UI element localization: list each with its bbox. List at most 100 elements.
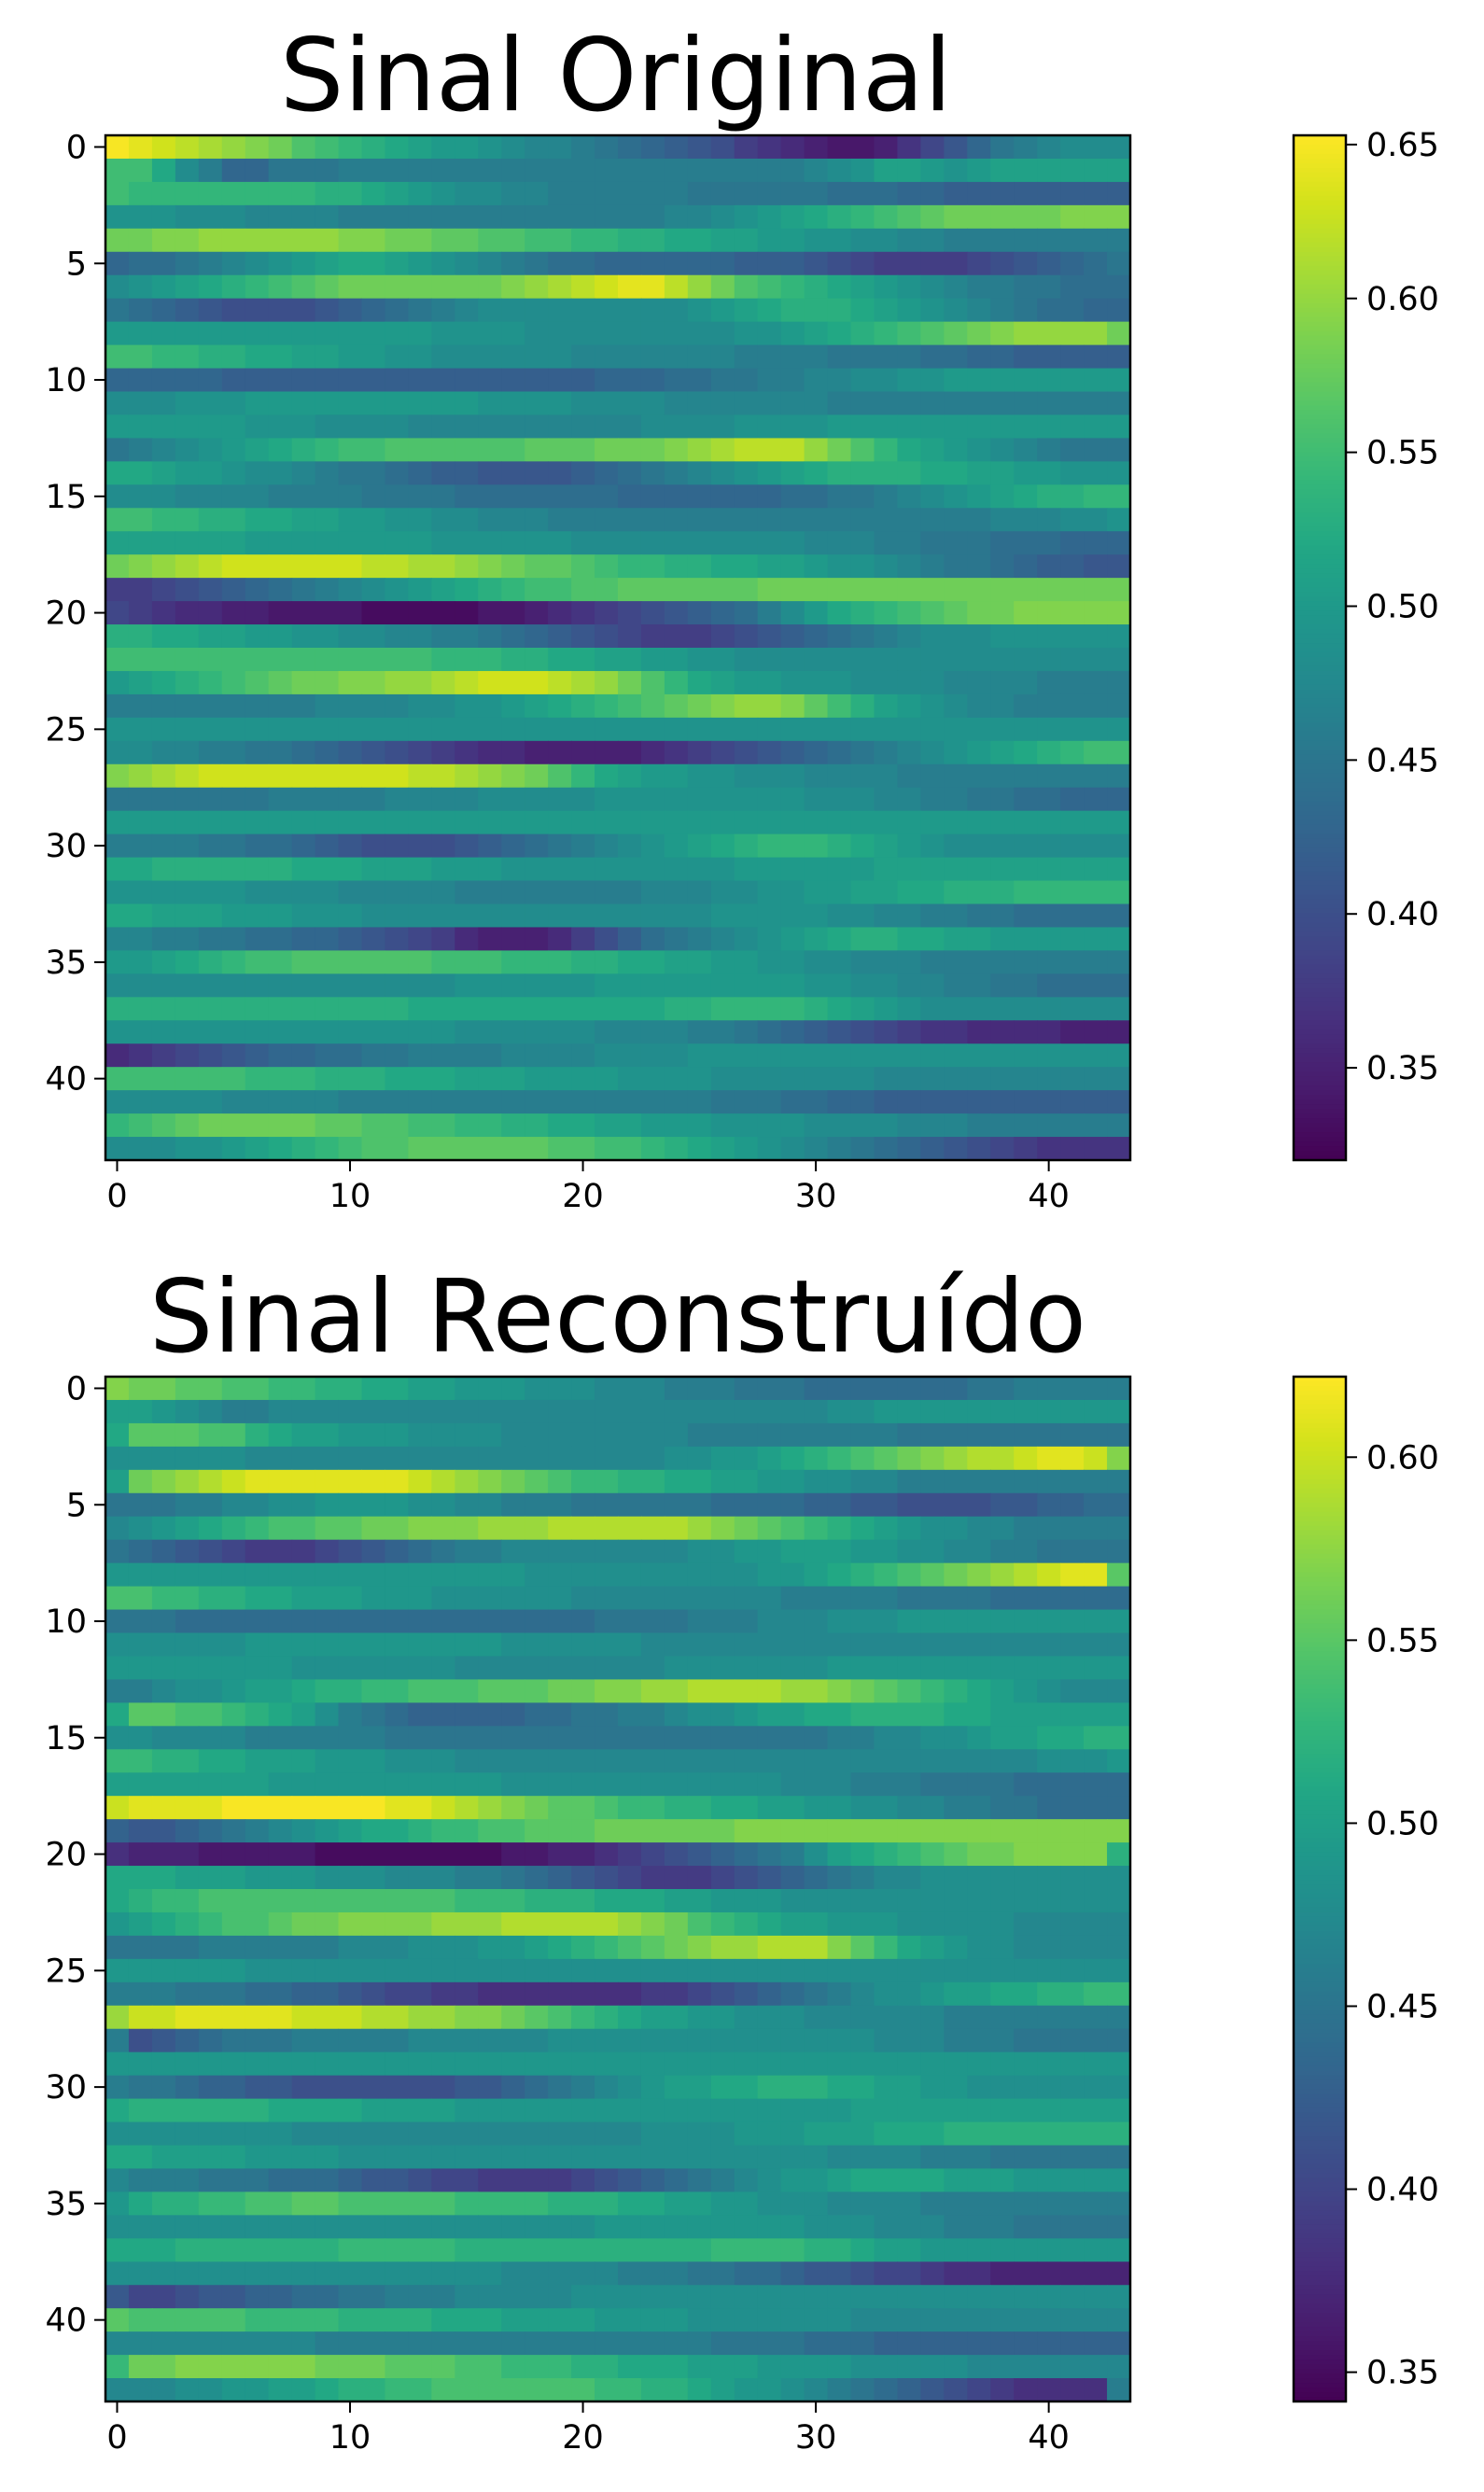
heatmap-cell	[1084, 997, 1108, 1021]
heatmap-cell	[315, 880, 340, 905]
heatmap-cell	[128, 181, 153, 206]
heatmap-cell	[478, 601, 502, 625]
heatmap-cell	[501, 1469, 525, 1494]
heatmap-cell	[431, 484, 455, 509]
heatmap-cell	[944, 1043, 968, 1068]
heatmap-cell	[338, 2051, 363, 2077]
heatmap-cell	[245, 2005, 270, 2030]
heatmap-cell	[967, 1399, 991, 1424]
heatmap-cell	[967, 1609, 991, 1634]
heatmap-cell	[338, 670, 363, 695]
heatmap-cell	[385, 368, 409, 393]
heatmap-cell	[478, 1137, 502, 1161]
colorbar-segment	[1294, 1958, 1346, 1965]
colorbar-segment	[1294, 1113, 1346, 1119]
heatmap-cell	[385, 1889, 409, 1913]
heatmap-cell	[1014, 1137, 1038, 1161]
heatmap-cell	[944, 1469, 968, 1494]
heatmap-cell	[780, 1113, 805, 1138]
heatmap-cell	[664, 414, 689, 439]
heatmap-cell	[291, 997, 316, 1021]
heatmap-cell	[967, 693, 991, 719]
heatmap-cell	[944, 2378, 968, 2402]
heatmap-cell	[618, 2168, 642, 2192]
heatmap-cell	[455, 1981, 479, 2007]
heatmap-cell	[408, 1067, 432, 1091]
heatmap-cell	[478, 1539, 502, 1564]
heatmap-cell	[1107, 1422, 1131, 1448]
heatmap-cell	[105, 1422, 130, 1448]
heatmap-cell	[780, 1958, 805, 1983]
colorbar-segment	[1294, 592, 1346, 597]
heatmap-cell	[967, 1911, 991, 1937]
heatmap-cell	[1014, 135, 1038, 160]
heatmap-cell	[361, 1958, 386, 1983]
heatmap-cell	[268, 1586, 293, 1611]
heatmap-cell	[245, 1889, 270, 1913]
heatmap-cell	[664, 601, 689, 625]
heatmap-cell	[1014, 2378, 1038, 2402]
heatmap-cell	[757, 1562, 782, 1588]
heatmap-cell	[850, 2285, 875, 2309]
heatmap-cell	[1107, 2355, 1131, 2379]
heatmap-cell	[897, 2168, 921, 2192]
heatmap-cell	[151, 204, 176, 230]
heatmap-cell	[525, 857, 549, 882]
heatmap-cell	[850, 717, 875, 742]
heatmap-cell	[804, 1796, 829, 1820]
heatmap-cell	[525, 298, 549, 323]
heatmap-cell	[920, 2168, 945, 2192]
heatmap-cell	[408, 648, 432, 672]
heatmap-cell	[687, 2355, 712, 2379]
heatmap-cell	[291, 274, 316, 300]
heatmap-cell	[757, 1469, 782, 1494]
heatmap-cell	[525, 1911, 549, 1937]
heatmap-cell	[874, 1067, 899, 1091]
heatmap-cell	[1084, 1702, 1108, 1727]
heatmap-cell	[548, 1422, 572, 1448]
heatmap-cell	[757, 321, 782, 346]
heatmap-cell	[291, 787, 316, 812]
heatmap-cell	[990, 1113, 1015, 1138]
heatmap-cell	[408, 1726, 432, 1750]
heatmap-cell	[804, 1772, 829, 1797]
heatmap-cell	[827, 717, 852, 742]
heatmap-cell	[944, 554, 968, 579]
heatmap-cell	[361, 2005, 386, 2030]
heatmap-cell	[105, 1469, 130, 1494]
heatmap-cell	[1084, 368, 1108, 393]
heatmap-cell	[245, 1539, 270, 1564]
heatmap-cell	[315, 1469, 340, 1494]
heatmap-cell	[827, 1492, 852, 1518]
heatmap-cell	[1037, 204, 1061, 230]
heatmap-cell	[827, 2238, 852, 2262]
heatmap-cell	[478, 810, 502, 835]
heatmap-cell	[920, 648, 945, 672]
colorbar-segment	[1294, 1861, 1346, 1867]
heatmap-cell	[944, 1539, 968, 1564]
heatmap-cell	[268, 2121, 293, 2147]
heatmap-cell	[710, 274, 735, 300]
heatmap-cell	[105, 1981, 130, 2007]
heatmap-cell	[595, 1043, 619, 1068]
heatmap-cell	[944, 2051, 968, 2077]
colorbar-segment	[1294, 545, 1346, 551]
heatmap-cell	[385, 1819, 409, 1843]
heatmap-cell	[268, 2168, 293, 2192]
heatmap-cell	[687, 2145, 712, 2170]
heatmap-cell	[455, 2098, 479, 2123]
heatmap-cell	[268, 181, 293, 206]
heatmap-cell	[128, 763, 153, 789]
heatmap-cell	[850, 2121, 875, 2147]
heatmap-cell	[618, 2051, 642, 2077]
heatmap-cell	[710, 1043, 735, 1068]
colorbar-segment	[1294, 321, 1346, 328]
heatmap-cell	[967, 1020, 991, 1044]
heatmap-cell	[221, 1539, 246, 1564]
colorbar-segment	[1294, 1151, 1346, 1156]
heatmap-cell	[1107, 438, 1131, 462]
heatmap-cell	[571, 810, 595, 835]
heatmap-cell	[338, 763, 363, 789]
heatmap-cell	[128, 717, 153, 742]
heatmap-cell	[710, 1492, 735, 1518]
